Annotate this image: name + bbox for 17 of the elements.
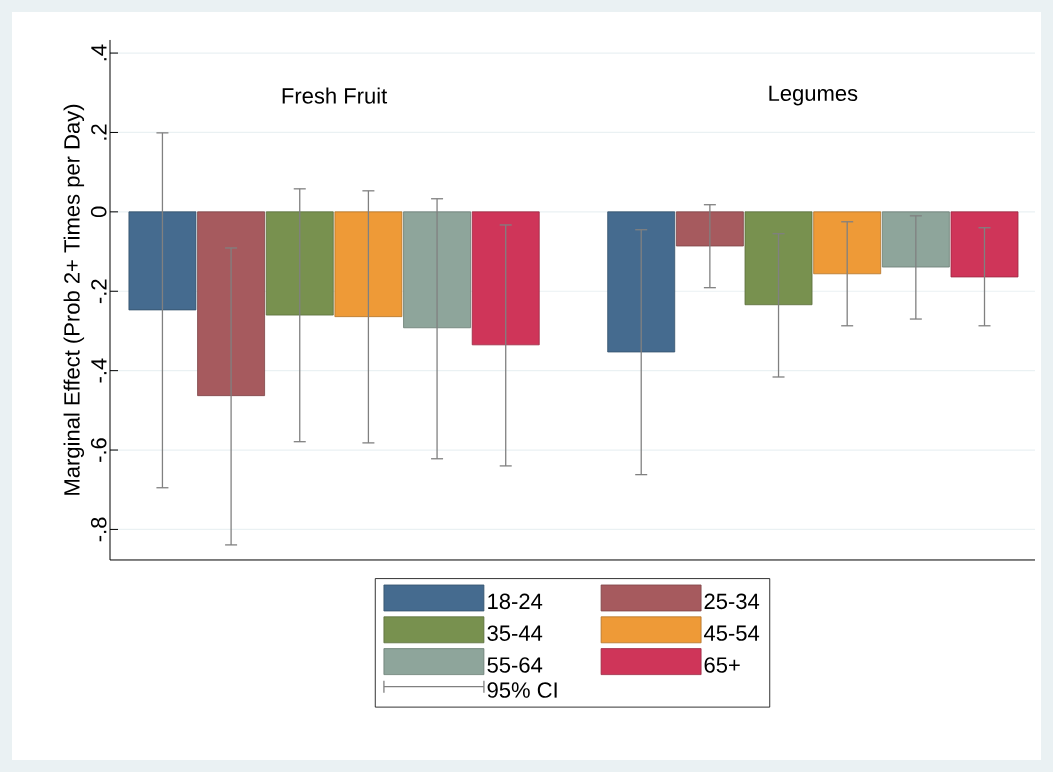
- y-tick-label: .2: [91, 124, 107, 140]
- text: 95% CI: [487, 682, 557, 698]
- legend-label: 55-64: [487, 657, 543, 673]
- legend-label: 25-34: [704, 593, 760, 610]
- x-tick-label: Legumes: [769, 85, 858, 106]
- legend-label: 45-54: [703, 625, 760, 641]
- x-tick-label: Fresh Fruit: [282, 87, 388, 104]
- legend-label: 35-44: [487, 625, 543, 641]
- y-tick-label: -.6: [90, 438, 107, 462]
- y-tick-label: -.8: [90, 517, 107, 542]
- legend-label: 65+: [704, 657, 740, 673]
- legend-label: 18-24: [488, 593, 543, 610]
- y-tick-label: -.2: [91, 279, 107, 304]
- y-axis-title: Marginal Effect (Prob 2+ Times per Day): [63, 104, 85, 495]
- y-tick-label: 0: [90, 206, 107, 218]
- y-tick-label: -.4: [91, 358, 107, 383]
- y-tick-label: .4: [91, 44, 107, 61]
